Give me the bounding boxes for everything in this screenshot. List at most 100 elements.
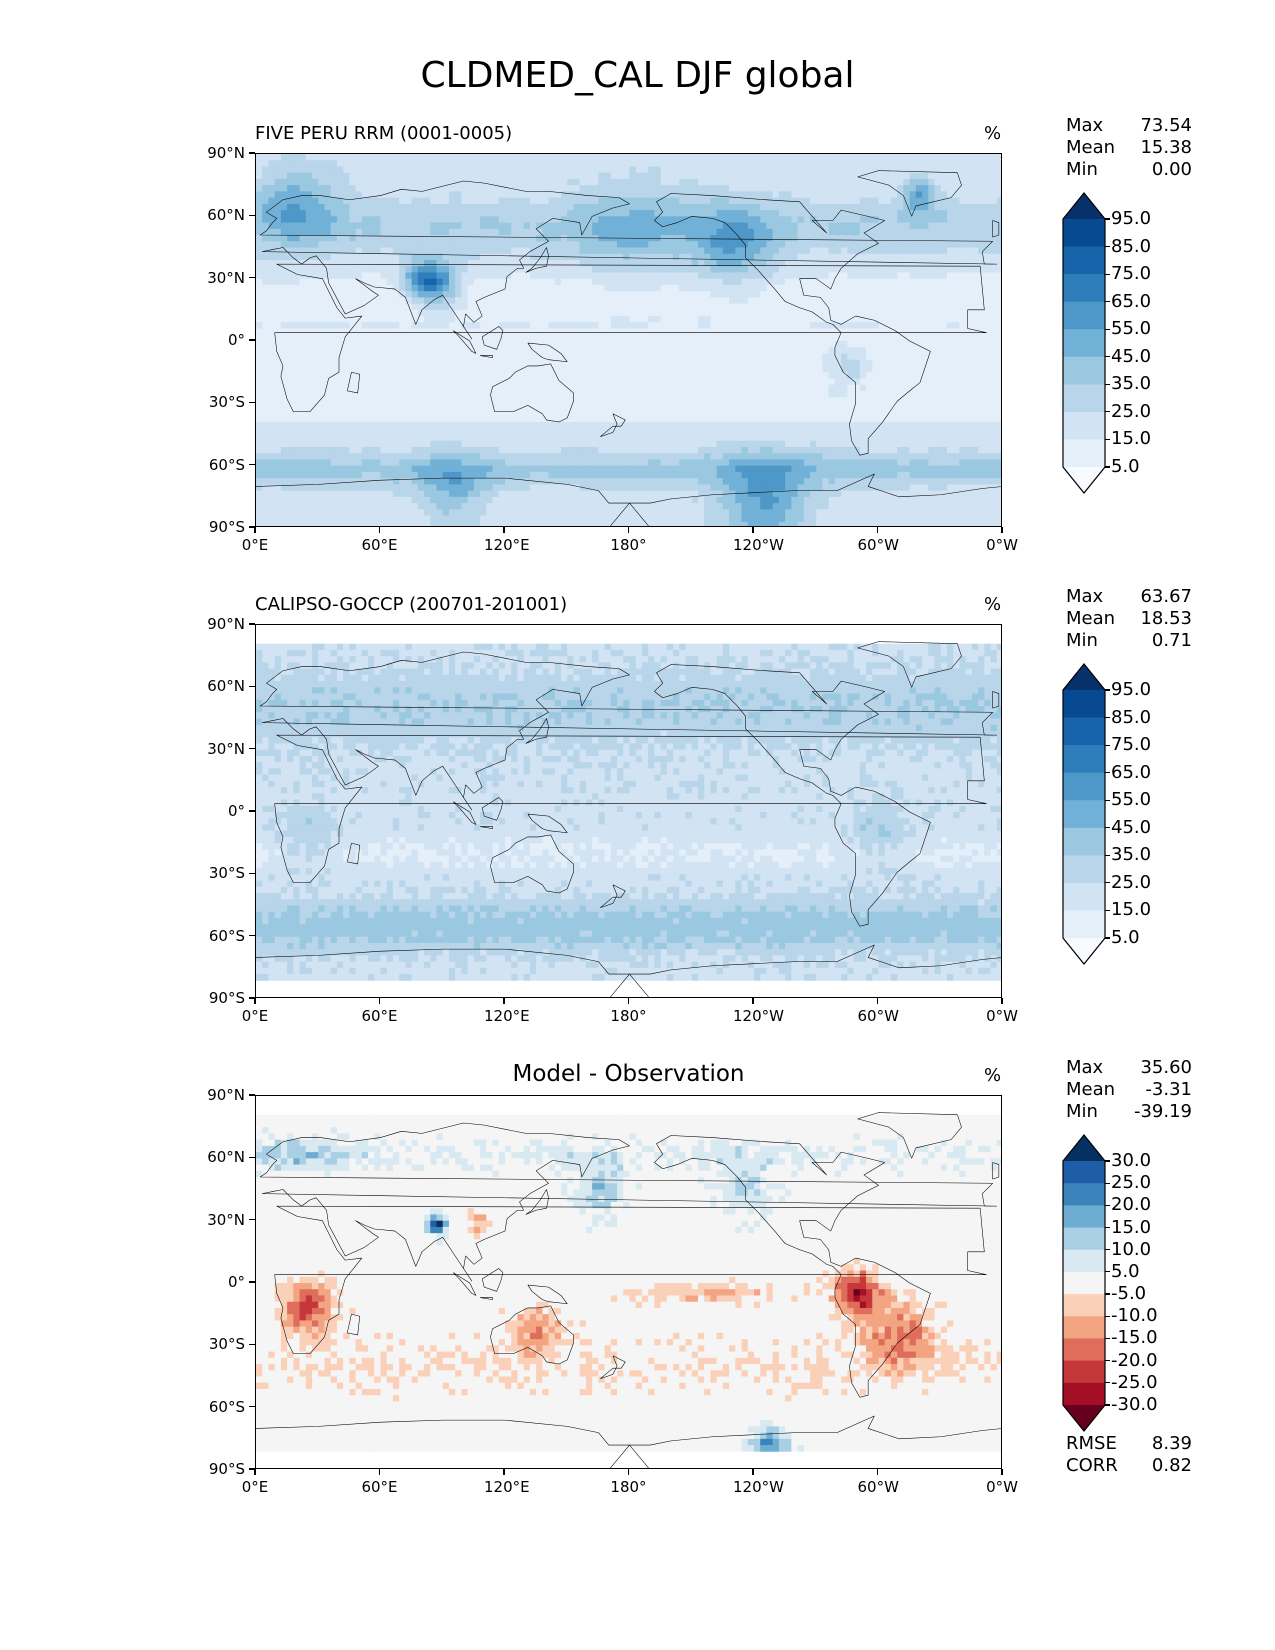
field-cell	[741, 372, 749, 379]
field-cell	[511, 235, 518, 242]
field-cell	[598, 278, 606, 286]
field-cell	[573, 484, 581, 492]
field-cell	[654, 241, 662, 248]
field-cell	[492, 309, 500, 317]
field-cell	[287, 353, 294, 361]
field-cell	[312, 191, 319, 199]
field-cell	[330, 322, 338, 329]
field-cell	[561, 478, 568, 485]
field-cell	[336, 241, 344, 248]
field-cell	[312, 259, 319, 267]
field-cell	[505, 397, 512, 404]
field-cell	[424, 503, 431, 510]
field-cell	[666, 172, 674, 180]
field-cell	[349, 515, 357, 523]
field-cell	[685, 172, 693, 180]
field-cell	[573, 384, 581, 392]
field-cell	[604, 428, 612, 435]
field-cell	[343, 278, 350, 286]
field-cell	[760, 378, 767, 386]
field-cell	[436, 453, 444, 460]
field-cell	[399, 478, 406, 485]
field-cell	[629, 185, 637, 192]
field-cell	[280, 197, 288, 205]
field-cell	[660, 166, 668, 174]
field-cell	[542, 496, 549, 504]
field-cell	[461, 446, 469, 454]
field-cell	[679, 191, 686, 199]
field-cell	[579, 359, 587, 367]
field-cell	[486, 235, 493, 242]
field-cell	[567, 341, 574, 348]
field-cell	[598, 322, 606, 329]
field-cell	[648, 178, 655, 186]
field-cell	[567, 316, 574, 323]
field-cell	[754, 434, 761, 442]
field-cell	[505, 353, 512, 361]
field-cell	[355, 154, 363, 161]
field-cell	[697, 365, 705, 373]
field-cell	[492, 515, 500, 523]
field-cell	[312, 403, 319, 410]
field-cell	[299, 353, 307, 361]
field-cell	[442, 428, 450, 435]
field-cell	[498, 316, 506, 323]
field-cell	[685, 334, 693, 342]
field-cell	[380, 365, 388, 373]
field-cell	[641, 291, 649, 298]
field-cell	[374, 453, 381, 460]
field-cell	[280, 328, 288, 336]
field-cell	[716, 253, 724, 261]
field-cell	[349, 403, 357, 410]
field-cell	[722, 465, 730, 473]
field-cell	[629, 341, 637, 348]
field-cell	[380, 521, 388, 526]
field-cell	[386, 515, 394, 523]
field-cell	[604, 465, 612, 473]
field-cell	[623, 434, 630, 442]
field-cell	[685, 247, 693, 255]
field-cell	[542, 471, 549, 479]
field-cell	[343, 484, 350, 492]
map-plot	[255, 153, 1002, 527]
field-cell	[635, 178, 643, 186]
field-cell	[648, 496, 655, 504]
field-cell	[585, 471, 593, 479]
field-cell	[766, 422, 774, 429]
field-cell	[548, 166, 556, 174]
field-cell	[324, 403, 332, 410]
field-cell	[442, 216, 450, 223]
field-cell	[679, 178, 686, 186]
field-cell	[324, 291, 332, 298]
field-cell	[467, 228, 475, 236]
field-cell	[517, 484, 525, 492]
field-cell	[747, 347, 755, 354]
field-cell	[355, 284, 363, 292]
field-cell	[436, 390, 444, 398]
field-cell	[498, 253, 506, 261]
field-cell	[517, 347, 525, 354]
field-cell	[473, 309, 481, 317]
field-cell	[486, 185, 493, 192]
field-cell	[523, 496, 531, 504]
field-cell	[505, 365, 512, 373]
field-cell	[293, 216, 300, 223]
field-cell	[336, 228, 344, 236]
field-cell	[343, 297, 350, 305]
field-cell	[747, 397, 755, 404]
field-cell	[505, 316, 512, 323]
field-cell	[374, 278, 381, 286]
field-cell	[654, 471, 662, 479]
field-cell	[554, 297, 562, 305]
field-cell	[673, 154, 680, 161]
field-cell	[517, 409, 525, 417]
field-cell	[368, 503, 375, 510]
field-cell	[287, 191, 294, 199]
field-cell	[604, 259, 612, 267]
field-cell	[405, 291, 413, 298]
field-cell	[697, 316, 705, 323]
field-cell	[280, 284, 288, 292]
field-cell	[411, 453, 419, 460]
field-cell	[536, 403, 543, 410]
field-cell	[430, 365, 437, 373]
